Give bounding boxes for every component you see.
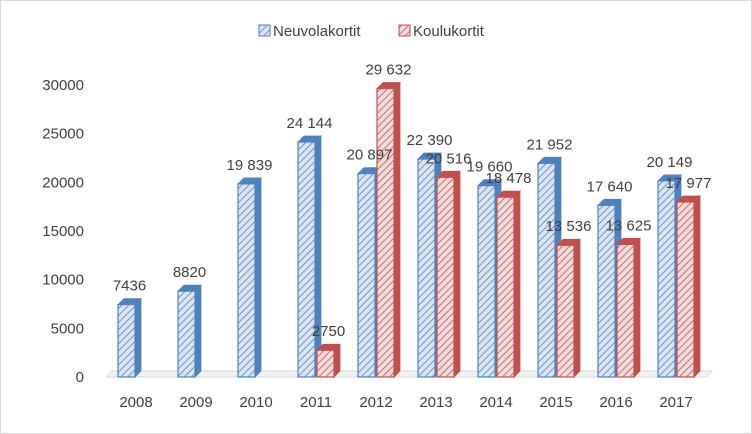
bar-side (134, 297, 142, 378)
bar-front (237, 183, 256, 378)
bar-front (436, 176, 455, 378)
data-label: 22 390 (407, 132, 453, 149)
data-label: 21 952 (527, 136, 573, 153)
legend-swatch (398, 24, 411, 37)
bar-neuvolakortit-2008 (117, 297, 142, 378)
bar-koulukortit-2014 (496, 190, 521, 378)
bar-koulukortit-2015 (556, 238, 581, 378)
bar-front (496, 196, 515, 378)
bar-side (633, 237, 641, 378)
x-tick-label: 2012 (359, 394, 392, 411)
x-tick-label: 2011 (300, 394, 332, 411)
bar-side (453, 170, 461, 378)
bar-neuvolakortit-2011 (297, 135, 322, 378)
y-tick-label: 10000 (42, 272, 84, 289)
bar-koulukortit-2011 (316, 343, 341, 378)
legend-item-neuvolakortit: Neuvolakortit (258, 23, 361, 40)
bar-side (393, 81, 401, 378)
bar-side (513, 190, 521, 378)
data-label: 24 144 (287, 115, 333, 132)
bar-front (477, 185, 496, 378)
x-tick-label: 2015 (539, 394, 572, 411)
y-tick-label: 20000 (42, 174, 84, 191)
data-label: 8820 (173, 264, 206, 281)
x-tick-label: 2009 (179, 394, 212, 411)
bar-side (693, 195, 701, 378)
data-label: 17 640 (587, 178, 633, 195)
x-tick-label: 2010 (239, 394, 272, 411)
legend-item-koulukortit: Koulukortit (398, 23, 485, 40)
data-label: 29 632 (366, 62, 412, 79)
bar-front (316, 349, 335, 378)
data-label: 20 897 (347, 147, 393, 164)
data-label: 19 660 (467, 159, 513, 176)
bar-front (297, 141, 316, 378)
data-label: 19 839 (227, 157, 273, 174)
y-tick-label: 0 (76, 369, 84, 386)
bar-koulukortit-2012 (376, 81, 401, 378)
bar-side (314, 135, 322, 378)
x-tick-label: 2017 (659, 394, 692, 411)
bar-front (616, 243, 635, 378)
bar-front (177, 290, 196, 378)
bar-front (556, 244, 575, 378)
legend-swatch (258, 24, 271, 37)
bar-neuvolakortit-2009 (177, 284, 202, 378)
bar-front (657, 180, 676, 378)
y-tick-label: 25000 (42, 126, 84, 143)
data-label: 7436 (113, 278, 146, 295)
x-tick-label: 2008 (119, 394, 152, 411)
data-label: 20 516 (426, 150, 472, 167)
bar-front (676, 201, 695, 378)
x-tick-label: 2013 (419, 394, 452, 411)
legend-label: Neuvolakortit (273, 23, 361, 40)
bar-neuvolakortit-2010 (237, 176, 262, 378)
legend-label: Koulukortit (413, 23, 485, 40)
data-label: 13 536 (546, 218, 592, 235)
bar-side (254, 176, 262, 378)
bar-front (417, 158, 436, 378)
bar-koulukortit-2016 (616, 237, 641, 378)
bar-front (537, 162, 556, 378)
bar-front (597, 204, 616, 378)
bar-side (194, 284, 202, 378)
bar-front (117, 304, 136, 378)
bar-front (357, 173, 376, 378)
data-label: 13 625 (606, 217, 652, 234)
data-label: 2750 (312, 323, 345, 340)
y-tick-label: 15000 (42, 223, 84, 240)
y-tick-label: 5000 (51, 320, 84, 337)
data-label: 18 478 (486, 170, 532, 187)
x-tick-label: 2014 (479, 394, 512, 411)
y-tick-label: 30000 (42, 77, 84, 94)
bar-side (573, 238, 581, 378)
data-label: 17 977 (666, 175, 712, 192)
bar-front (376, 87, 395, 378)
x-tick-label: 2016 (599, 394, 632, 411)
data-label: 20 149 (647, 154, 693, 171)
bar-koulukortit-2013 (436, 170, 461, 378)
bar-koulukortit-2017 (676, 195, 701, 378)
